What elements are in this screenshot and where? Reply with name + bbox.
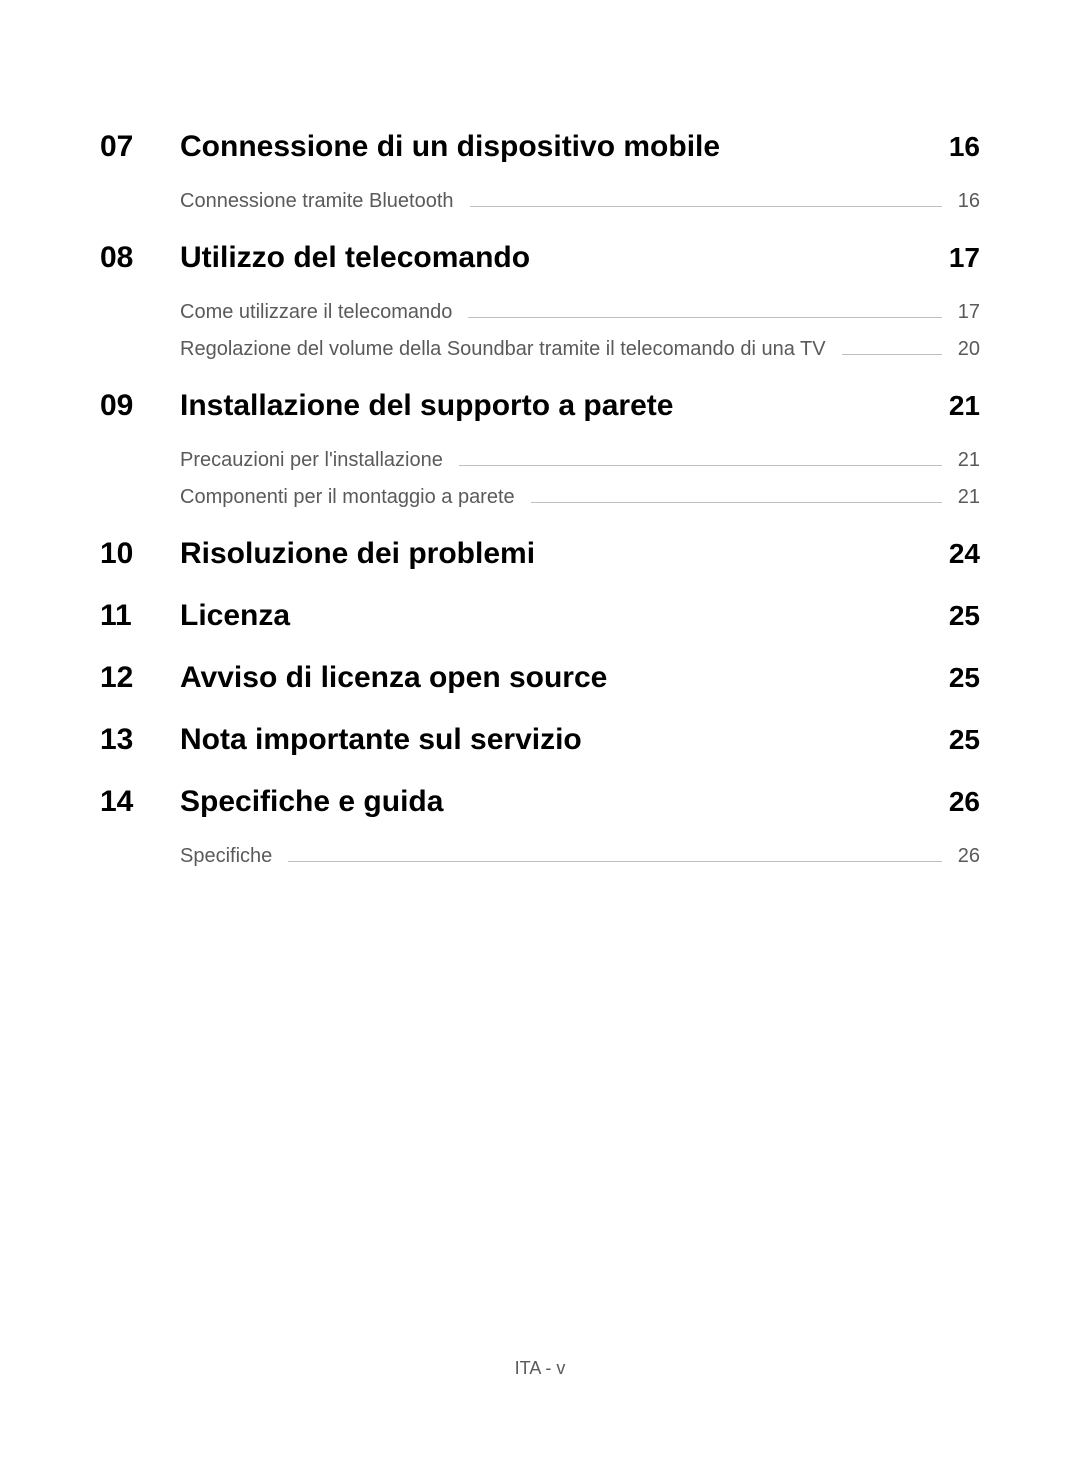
toc-subitem[interactable]: Come utilizzare il telecomando 17 bbox=[180, 301, 980, 324]
toc-section: 10Risoluzione dei problemi24 bbox=[100, 537, 980, 571]
section-page: 17 bbox=[949, 242, 980, 274]
toc-heading[interactable]: 11Licenza25 bbox=[100, 599, 980, 633]
section-number: 14 bbox=[100, 785, 180, 819]
leader-line bbox=[531, 502, 942, 503]
subitem-title: Specifiche bbox=[180, 845, 272, 868]
subitem-title: Regolazione del volume della Soundbar tr… bbox=[180, 338, 826, 361]
toc-subitem[interactable]: Specifiche 26 bbox=[180, 845, 980, 868]
toc-section: 12Avviso di licenza open source25 bbox=[100, 661, 980, 695]
subitem-page: 21 bbox=[958, 486, 980, 509]
toc-subitem[interactable]: Regolazione del volume della Soundbar tr… bbox=[180, 338, 980, 361]
toc-heading[interactable]: 08Utilizzo del telecomando17 bbox=[100, 241, 980, 275]
toc-container: 07Connessione di un dispositivo mobile16… bbox=[0, 0, 1080, 868]
section-title: Installazione del supporto a parete bbox=[180, 389, 949, 423]
toc-section: 14Specifiche e guida26Specifiche26 bbox=[100, 785, 980, 868]
subitem-page: 17 bbox=[958, 301, 980, 324]
subitem-page: 21 bbox=[958, 449, 980, 472]
toc-heading[interactable]: 13Nota importante sul servizio25 bbox=[100, 723, 980, 757]
subitem-page: 26 bbox=[958, 845, 980, 868]
section-page: 25 bbox=[949, 662, 980, 694]
section-title: Risoluzione dei problemi bbox=[180, 537, 949, 571]
leader-line bbox=[459, 465, 942, 466]
toc-section: 09Installazione del supporto a parete21P… bbox=[100, 389, 980, 509]
section-page: 24 bbox=[949, 538, 980, 570]
section-number: 07 bbox=[100, 130, 180, 164]
section-title: Avviso di licenza open source bbox=[180, 661, 949, 695]
toc-heading[interactable]: 10Risoluzione dei problemi24 bbox=[100, 537, 980, 571]
subitem-title: Come utilizzare il telecomando bbox=[180, 301, 452, 324]
section-title: Nota importante sul servizio bbox=[180, 723, 949, 757]
toc-section: 08Utilizzo del telecomando17Come utilizz… bbox=[100, 241, 980, 361]
section-number: 09 bbox=[100, 389, 180, 423]
section-title: Utilizzo del telecomando bbox=[180, 241, 949, 275]
section-title: Licenza bbox=[180, 599, 949, 633]
section-page: 21 bbox=[949, 390, 980, 422]
subitem-title: Connessione tramite Bluetooth bbox=[180, 190, 454, 213]
page-footer: ITA - v bbox=[0, 1358, 1080, 1379]
subitem-title: Precauzioni per l'installazione bbox=[180, 449, 443, 472]
toc-section: 13Nota importante sul servizio25 bbox=[100, 723, 980, 757]
leader-line bbox=[288, 861, 941, 862]
section-number: 13 bbox=[100, 723, 180, 757]
leader-line bbox=[842, 354, 942, 355]
section-title: Connessione di un dispositivo mobile bbox=[180, 130, 949, 164]
section-page: 26 bbox=[949, 786, 980, 818]
section-number: 08 bbox=[100, 241, 180, 275]
section-page: 16 bbox=[949, 131, 980, 163]
leader-line bbox=[470, 206, 942, 207]
toc-heading[interactable]: 09Installazione del supporto a parete21 bbox=[100, 389, 980, 423]
section-page: 25 bbox=[949, 724, 980, 756]
toc-heading[interactable]: 14Specifiche e guida26 bbox=[100, 785, 980, 819]
subitem-title: Componenti per il montaggio a parete bbox=[180, 486, 515, 509]
section-number: 11 bbox=[100, 599, 180, 633]
section-page: 25 bbox=[949, 600, 980, 632]
leader-line bbox=[468, 317, 941, 318]
toc-heading[interactable]: 12Avviso di licenza open source25 bbox=[100, 661, 980, 695]
toc-subitem[interactable]: Connessione tramite Bluetooth 16 bbox=[180, 190, 980, 213]
section-number: 10 bbox=[100, 537, 180, 571]
section-number: 12 bbox=[100, 661, 180, 695]
toc-section: 07Connessione di un dispositivo mobile16… bbox=[100, 130, 980, 213]
subitem-page: 20 bbox=[958, 338, 980, 361]
section-title: Specifiche e guida bbox=[180, 785, 949, 819]
toc-subitem[interactable]: Precauzioni per l'installazione 21 bbox=[180, 449, 980, 472]
subitem-page: 16 bbox=[958, 190, 980, 213]
toc-subitem[interactable]: Componenti per il montaggio a parete 21 bbox=[180, 486, 980, 509]
toc-section: 11Licenza25 bbox=[100, 599, 980, 633]
toc-heading[interactable]: 07Connessione di un dispositivo mobile16 bbox=[100, 130, 980, 164]
